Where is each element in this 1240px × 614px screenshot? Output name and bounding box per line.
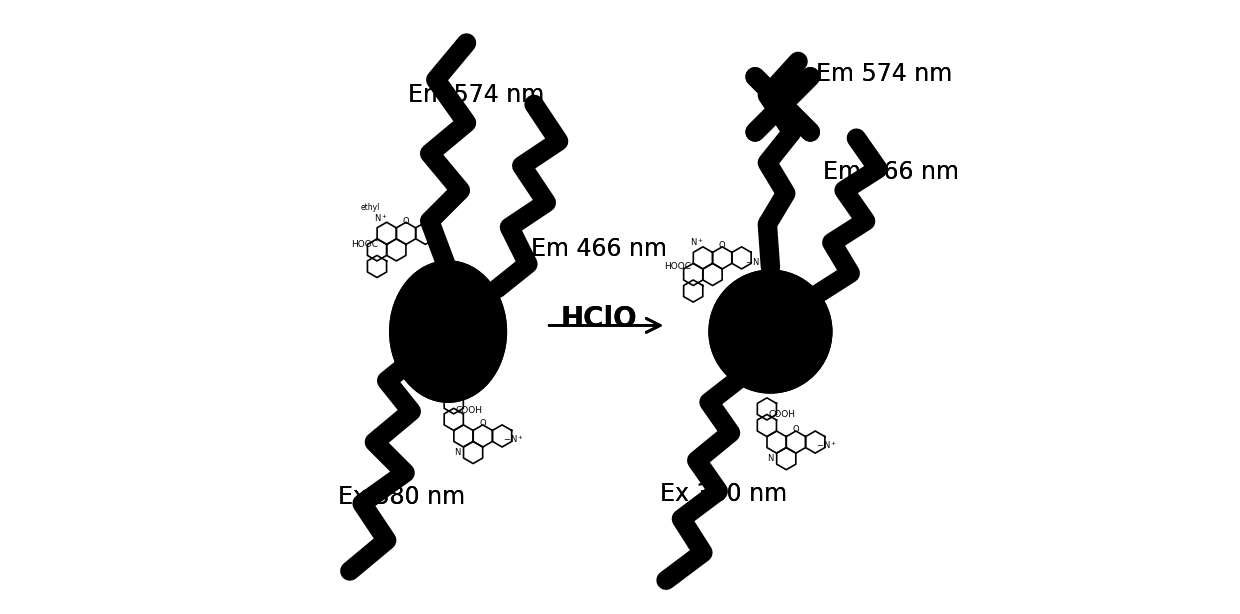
Text: $\mathregular{N}$: $\mathregular{N}$ — [768, 452, 775, 463]
Text: Em 466 nm: Em 466 nm — [822, 160, 959, 184]
Text: O: O — [719, 241, 725, 251]
Text: O: O — [792, 426, 800, 435]
Circle shape — [709, 270, 832, 393]
Text: O: O — [403, 217, 409, 226]
Text: $\mathregular{-N}$: $\mathregular{-N}$ — [745, 255, 760, 266]
Text: Ex 380 nm: Ex 380 nm — [337, 485, 465, 510]
Text: Em 466 nm: Em 466 nm — [531, 236, 667, 261]
Text: O: O — [480, 419, 486, 429]
Ellipse shape — [389, 261, 506, 402]
Text: Em 574 nm: Em 574 nm — [816, 61, 952, 86]
Text: HClO: HClO — [560, 305, 637, 333]
Text: Em 574 nm: Em 574 nm — [408, 83, 544, 107]
Text: Em 466 nm: Em 466 nm — [531, 236, 667, 261]
Text: $\mathregular{-N}^+$: $\mathregular{-N}^+$ — [816, 440, 837, 451]
Text: Ex 380 nm: Ex 380 nm — [660, 482, 787, 507]
Circle shape — [709, 270, 832, 393]
Text: COOH: COOH — [456, 406, 482, 415]
Text: $\mathregular{-N}$: $\mathregular{-N}$ — [429, 231, 444, 242]
Ellipse shape — [389, 261, 506, 402]
Text: HClO: HClO — [560, 305, 637, 333]
Text: $\mathregular{-N}^+$: $\mathregular{-N}^+$ — [502, 433, 523, 445]
Text: Em 574 nm: Em 574 nm — [816, 61, 952, 86]
Text: COOH: COOH — [769, 410, 796, 419]
Text: Em 574 nm: Em 574 nm — [408, 83, 544, 107]
Text: ethyl: ethyl — [361, 203, 379, 212]
Text: Ex 380 nm: Ex 380 nm — [660, 482, 787, 507]
Text: $\mathregular{N}^+$: $\mathregular{N}^+$ — [691, 236, 704, 248]
Text: Em 466 nm: Em 466 nm — [822, 160, 959, 184]
Text: Ex 380 nm: Ex 380 nm — [337, 485, 465, 510]
Text: $\mathregular{N}^+$: $\mathregular{N}^+$ — [374, 212, 388, 223]
Text: HOOC: HOOC — [351, 240, 378, 249]
Text: HOOC: HOOC — [663, 262, 691, 271]
Text: $\mathregular{N}$: $\mathregular{N}$ — [454, 446, 461, 457]
